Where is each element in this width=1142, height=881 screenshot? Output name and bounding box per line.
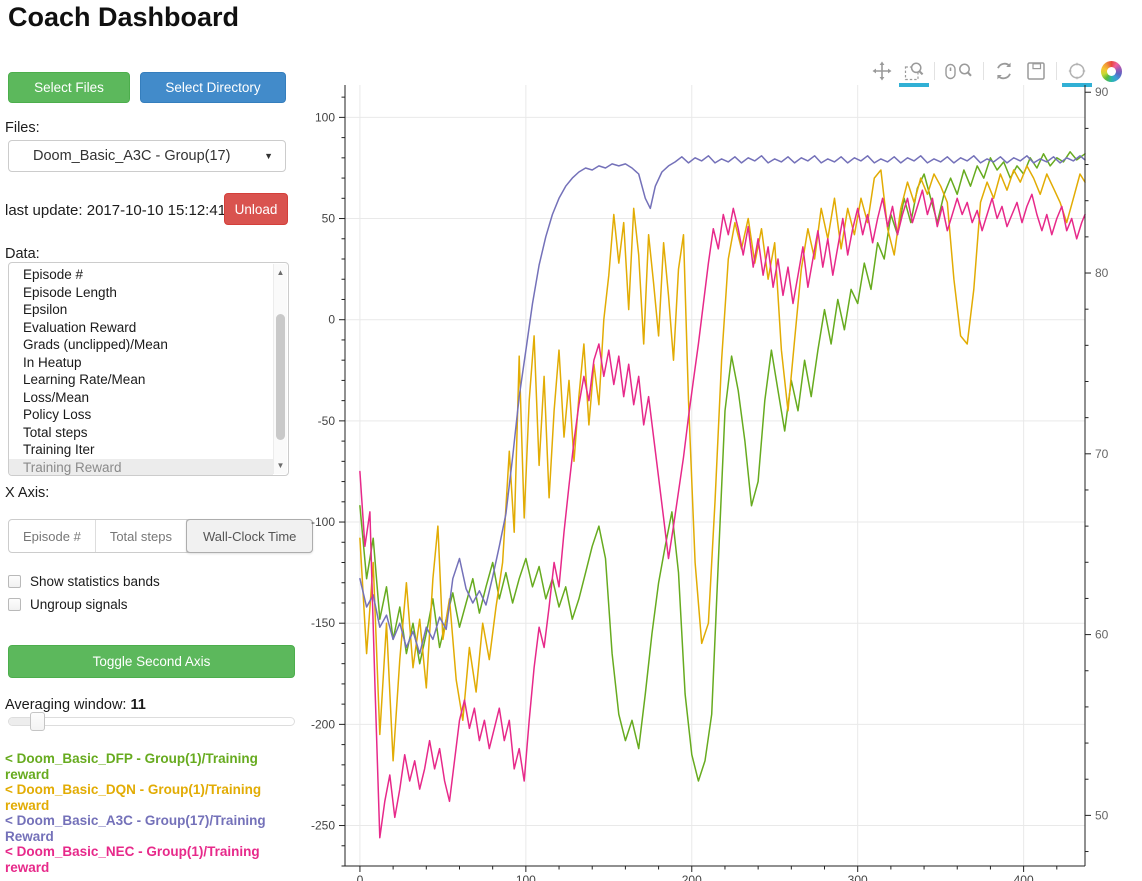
chart-svg[interactable]: -250 -200 -150 -100 -50 0 50 100 0 100 200 300 400 50… xyxy=(300,50,1142,881)
slider-fill xyxy=(9,718,39,725)
list-item[interactable]: Policy Loss xyxy=(23,407,92,422)
toolbar-divider xyxy=(983,62,984,80)
legend-item[interactable]: < Doom_Basic_DQN - Group(1)/Training rew… xyxy=(5,782,262,813)
svg-text:90: 90 xyxy=(1095,85,1109,99)
select-files-button[interactable]: Select Files xyxy=(8,72,130,103)
files-dropdown-value: Doom_Basic_A3C - Group(17) xyxy=(33,148,231,164)
averaging-window-row: Averaging window: 11 xyxy=(5,697,146,713)
list-item[interactable]: Epsilon xyxy=(23,302,68,317)
list-item[interactable]: Episode # xyxy=(23,267,84,282)
unload-button[interactable]: Unload xyxy=(224,193,288,225)
reset-tool-icon[interactable] xyxy=(991,59,1017,83)
svg-text:400: 400 xyxy=(1014,873,1034,881)
page-title: Coach Dashboard xyxy=(8,2,240,32)
slider-handle[interactable] xyxy=(30,712,45,731)
data-label: Data: xyxy=(5,246,40,262)
list-item[interactable]: Episode Length xyxy=(23,284,117,300)
toggle-second-axis-button[interactable]: Toggle Second Axis xyxy=(8,645,295,678)
chart-legend: < Doom_Basic_DFP - Group(1)/Training rew… xyxy=(5,751,297,875)
svg-text:-250: -250 xyxy=(311,819,335,833)
svg-text:70: 70 xyxy=(1095,447,1109,461)
listbox-scrollbar[interactable]: ▲ ▼ xyxy=(273,264,287,474)
x-axis-option-wall-clock[interactable]: Wall-Clock Time xyxy=(185,519,314,553)
list-item[interactable]: Evaluation Reward xyxy=(23,319,137,335)
toolbar-divider xyxy=(934,62,935,80)
x-axis-option-episode[interactable]: Episode # xyxy=(9,520,96,552)
data-listbox[interactable]: Episode # Episode Length Epsilon Evaluat… xyxy=(8,262,289,476)
show-statistics-bands-label: Show statistics bands xyxy=(30,574,160,589)
list-item[interactable]: Learning Rate/Mean xyxy=(23,372,146,387)
x-axis-label: X Axis: xyxy=(5,485,50,501)
ungroup-signals-row: Ungroup signals xyxy=(8,597,128,612)
legend-item[interactable]: < Doom_Basic_A3C - Group(17)/Training Re… xyxy=(5,813,266,844)
plot-toolbar xyxy=(866,58,1122,87)
show-statistics-bands-checkbox[interactable] xyxy=(8,575,21,588)
list-item[interactable]: In Heatup xyxy=(23,354,82,370)
scroll-down-icon[interactable]: ▼ xyxy=(276,461,285,470)
svg-text:100: 100 xyxy=(516,873,536,881)
svg-text:60: 60 xyxy=(1095,628,1109,642)
files-dropdown[interactable]: Doom_Basic_A3C - Group(17) ▼ xyxy=(8,140,286,172)
svg-text:50: 50 xyxy=(322,212,336,226)
show-statistics-bands-row: Show statistics bands xyxy=(8,574,160,589)
svg-text:-100: -100 xyxy=(311,515,335,529)
scroll-up-icon[interactable]: ▲ xyxy=(276,268,285,277)
list-item[interactable]: Total steps xyxy=(23,424,88,440)
scrollbar-thumb[interactable] xyxy=(276,314,285,440)
legend-item[interactable]: < Doom_Basic_DFP - Group(1)/Training rew… xyxy=(5,751,258,782)
list-item[interactable]: Training Reward xyxy=(9,458,273,475)
x-axis-button-group: Episode # Total steps Wall-Clock Time xyxy=(8,519,314,553)
svg-text:0: 0 xyxy=(357,873,364,881)
select-directory-button[interactable]: Select Directory xyxy=(140,72,286,103)
svg-text:-50: -50 xyxy=(318,414,336,428)
legend-item[interactable]: < Doom_Basic_NEC - Group(1)/Training rew… xyxy=(5,844,260,875)
list-item[interactable]: Training Iter xyxy=(23,442,95,457)
svg-text:-150: -150 xyxy=(311,616,335,630)
box-zoom-tool-icon[interactable] xyxy=(899,59,929,87)
averaging-window-value: 11 xyxy=(130,697,146,713)
save-tool-icon[interactable] xyxy=(1023,59,1049,83)
averaging-window-slider[interactable] xyxy=(8,712,295,731)
hover-tool-icon[interactable] xyxy=(1062,59,1092,87)
averaging-window-label: Averaging window: xyxy=(5,697,127,713)
toolbar-divider xyxy=(1056,62,1057,80)
last-update-text: last update: 2017-10-10 15:12:41 xyxy=(5,202,227,219)
svg-text:200: 200 xyxy=(682,873,702,881)
ungroup-signals-label: Ungroup signals xyxy=(30,597,128,612)
svg-text:50: 50 xyxy=(1095,808,1109,822)
svg-text:100: 100 xyxy=(315,110,335,124)
x-axis-option-total-steps[interactable]: Total steps xyxy=(96,520,187,552)
svg-text:80: 80 xyxy=(1095,266,1109,280)
list-item[interactable]: Grads (unclipped)/Mean xyxy=(23,337,168,352)
svg-text:0: 0 xyxy=(328,313,335,327)
bokeh-logo[interactable] xyxy=(1101,60,1122,82)
list-item[interactable]: Loss/Mean xyxy=(23,389,90,405)
wheel-zoom-tool-icon[interactable] xyxy=(942,59,976,83)
ungroup-signals-checkbox[interactable] xyxy=(8,598,21,611)
chevron-down-icon: ▼ xyxy=(264,151,273,161)
files-label: Files: xyxy=(5,120,40,136)
svg-text:-200: -200 xyxy=(311,717,335,731)
svg-text:300: 300 xyxy=(848,873,868,881)
pan-tool-icon[interactable] xyxy=(869,59,895,83)
